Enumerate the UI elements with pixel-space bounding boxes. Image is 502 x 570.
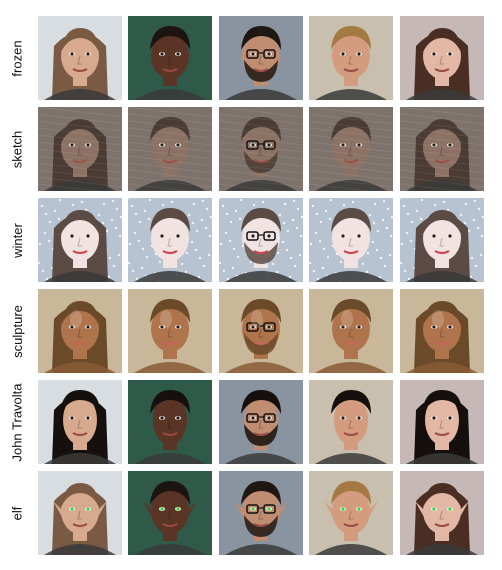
- face-image: [400, 16, 484, 100]
- face-image: [309, 198, 393, 282]
- face-tile: [400, 380, 484, 464]
- face-image: [400, 380, 484, 464]
- face-tile: [400, 198, 484, 282]
- face-image: [38, 198, 122, 282]
- face-image: [400, 471, 484, 555]
- face-image: [219, 16, 303, 100]
- face-tile: [38, 289, 122, 373]
- face-tile: [309, 471, 393, 555]
- face-tile: [219, 16, 303, 100]
- face-tile: [128, 16, 212, 100]
- row-label-text: frozen: [9, 39, 25, 77]
- face-image: [219, 289, 303, 373]
- row-label: sculpture: [0, 289, 34, 373]
- face-image: [219, 471, 303, 555]
- face-tile: [219, 380, 303, 464]
- row-label: elf: [0, 471, 34, 555]
- face-image: [38, 380, 122, 464]
- face-image: [128, 289, 212, 373]
- face-image: [38, 16, 122, 100]
- face-image: [128, 471, 212, 555]
- face-image: [38, 107, 122, 191]
- face-image: [309, 289, 393, 373]
- face-image: [400, 107, 484, 191]
- face-image: [400, 289, 484, 373]
- face-tile: [400, 107, 484, 191]
- face-tile: [128, 198, 212, 282]
- face-image: [128, 198, 212, 282]
- face-tile: [38, 380, 122, 464]
- row-label: frozen: [0, 16, 34, 100]
- face-image: [128, 380, 212, 464]
- face-tile: [309, 16, 393, 100]
- face-image: [400, 198, 484, 282]
- face-image: [219, 380, 303, 464]
- face-tile: [219, 198, 303, 282]
- face-image: [128, 16, 212, 100]
- face-image: [38, 471, 122, 555]
- face-tile: [309, 289, 393, 373]
- face-tile: [38, 471, 122, 555]
- face-image: [309, 107, 393, 191]
- face-tile: [400, 471, 484, 555]
- face-tile: [219, 471, 303, 555]
- face-tile: [38, 16, 122, 100]
- face-tile: [219, 289, 303, 373]
- face-tile: [309, 198, 393, 282]
- row-label-text: elf: [9, 506, 25, 520]
- face-tile: [38, 107, 122, 191]
- row-label: sketch: [0, 107, 34, 191]
- row-label-text: John Travolta: [9, 382, 25, 462]
- face-tile: [219, 107, 303, 191]
- row-label-text: sculpture: [9, 304, 25, 358]
- face-tile: [309, 380, 393, 464]
- row-label: winter: [0, 198, 34, 282]
- face-image: [219, 198, 303, 282]
- face-tile: [309, 107, 393, 191]
- face-image: [309, 380, 393, 464]
- row-label-text: winter: [9, 222, 25, 258]
- row-label: John Travolta: [0, 380, 34, 464]
- face-tile: [128, 107, 212, 191]
- face-image: [309, 471, 393, 555]
- face-image: [309, 16, 393, 100]
- face-tile: [38, 198, 122, 282]
- face-tile: [128, 471, 212, 555]
- face-tile: [128, 289, 212, 373]
- face-image: [128, 107, 212, 191]
- face-tile: [400, 16, 484, 100]
- face-tile: [400, 289, 484, 373]
- face-image: [219, 107, 303, 191]
- face-tile: [128, 380, 212, 464]
- row-label-text: sketch: [9, 130, 25, 168]
- face-image: [38, 289, 122, 373]
